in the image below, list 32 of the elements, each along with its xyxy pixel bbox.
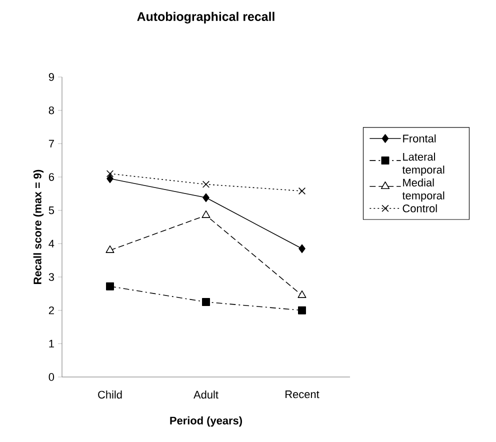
y-tick-label: 6	[48, 173, 54, 181]
point	[298, 187, 306, 195]
y-tick-label: 4	[48, 240, 54, 248]
x-tick-label: Child	[98, 390, 122, 399]
y-tick-label: 3	[48, 273, 54, 281]
point	[202, 193, 210, 202]
y-tick-label: 5	[48, 206, 54, 214]
y-axis-title: Recall score (max = 9)	[33, 170, 44, 284]
point	[106, 245, 114, 253]
y-tick-label: 9	[48, 73, 54, 81]
x-axis-title: Period (years)	[170, 416, 242, 427]
legend-label: Control	[402, 204, 437, 212]
point	[298, 244, 306, 254]
point	[106, 282, 114, 290]
y-tick-label: 7	[48, 140, 54, 148]
y-tick-label: 0	[48, 373, 54, 381]
y-tick-label: 1	[49, 340, 54, 348]
point	[106, 170, 114, 178]
y-tick-label: 8	[48, 106, 54, 114]
chart-title: Autobiographical recall	[137, 12, 274, 24]
y-tick-label: 2	[48, 306, 54, 314]
point	[298, 306, 306, 314]
point	[106, 174, 114, 184]
legend-label: Medial temporal	[402, 178, 444, 202]
legend-label: Lateral temporal	[402, 152, 444, 176]
point	[202, 180, 210, 188]
x-tick-label: Adult	[194, 390, 218, 399]
legend-label: Frontal	[403, 134, 436, 142]
point	[202, 298, 210, 306]
x-tick-label: Recent	[286, 390, 320, 398]
point	[298, 290, 306, 298]
point	[202, 210, 210, 218]
